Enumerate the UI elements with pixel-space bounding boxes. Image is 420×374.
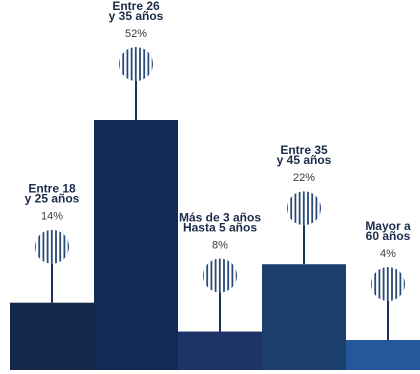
pin-icon-3	[287, 191, 321, 226]
pin-icon-4	[371, 267, 405, 301]
bar-1	[94, 120, 178, 370]
pin-icon-1	[119, 47, 153, 81]
category-label-1-1: y 35 años	[109, 9, 164, 23]
bar-0	[10, 302, 94, 370]
value-label-1: 52%	[125, 28, 147, 40]
category-label-3-1: y 45 años	[277, 153, 332, 167]
category-label-4-0: Mayor a	[365, 219, 411, 233]
value-label-4: 4%	[380, 248, 396, 260]
bar-4	[346, 340, 420, 370]
category-label-4-1: 60 años	[366, 229, 411, 243]
category-label-2-1: Hasta 5 años	[183, 221, 257, 235]
pin-icon-0	[35, 229, 69, 264]
category-label-1-0: Entre 26	[112, 0, 160, 13]
value-label-3: 22%	[293, 172, 315, 184]
pin-icon-2	[203, 258, 237, 293]
category-label-3-0: Entre 35	[280, 143, 328, 157]
category-label-0-1: y 25 años	[25, 192, 80, 206]
category-label-0-0: Entre 18	[28, 182, 76, 196]
bar-3	[262, 264, 346, 370]
value-label-0: 14%	[41, 211, 63, 223]
value-label-2: 8%	[212, 240, 228, 252]
category-label-2-0: Más de 3 años	[179, 211, 261, 225]
bar-2	[178, 331, 262, 370]
